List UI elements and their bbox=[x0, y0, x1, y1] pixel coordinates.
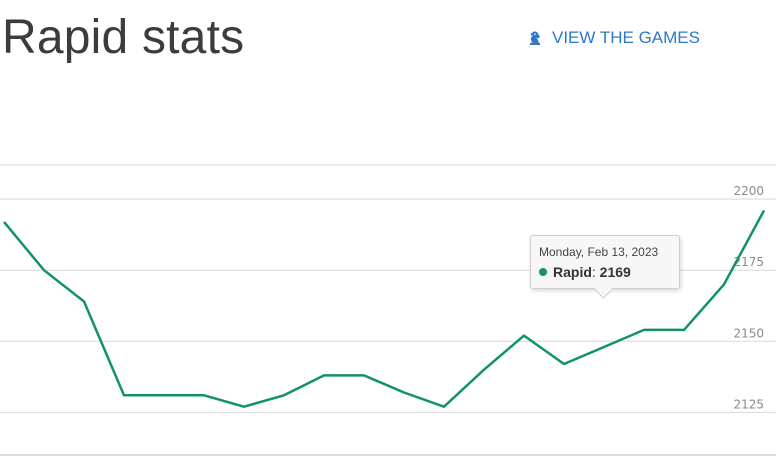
y-tick-label: 2125 bbox=[733, 397, 764, 411]
tooltip-series-name: Rapid bbox=[553, 264, 592, 280]
chart-tooltip: Monday, Feb 13, 2023 Rapid: 2169 bbox=[530, 235, 680, 289]
tooltip-value-row: Rapid: 2169 bbox=[539, 263, 671, 281]
chart-gridlines bbox=[0, 164, 776, 456]
view-games-link[interactable]: VIEW THE GAMES bbox=[526, 27, 700, 49]
series-dot-icon bbox=[539, 268, 547, 276]
tooltip-value: 2169 bbox=[599, 264, 631, 280]
y-tick-label: 2200 bbox=[733, 184, 764, 198]
page-title: Rapid stats bbox=[2, 11, 245, 64]
y-axis-ticks: 2125 2150 2175 2200 bbox=[733, 184, 764, 411]
series-line-rapid bbox=[3, 209, 766, 408]
series-layer bbox=[3, 209, 766, 408]
knight-icon bbox=[526, 29, 544, 47]
tooltip-separator: : bbox=[591, 264, 600, 280]
tooltip-date: Monday, Feb 13, 2023 bbox=[539, 245, 659, 259]
y-tick-label: 2150 bbox=[733, 326, 764, 340]
y-tick-label: 2175 bbox=[733, 255, 764, 269]
view-games-label: VIEW THE GAMES bbox=[552, 28, 700, 47]
